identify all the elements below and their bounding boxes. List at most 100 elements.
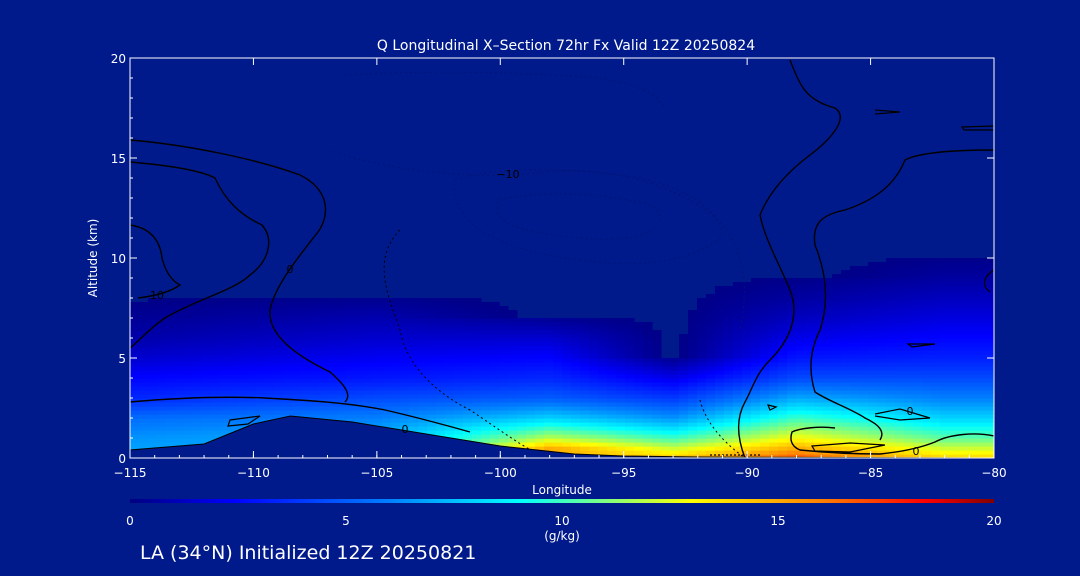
heat-cell (742, 386, 752, 391)
heat-cell (562, 386, 572, 391)
heat-cell (535, 386, 545, 391)
heat-cell (472, 362, 482, 367)
heat-cell (634, 342, 644, 347)
heat-cell (373, 338, 383, 343)
heat-cell (643, 422, 653, 427)
heat-cell (238, 366, 248, 371)
heat-cell (238, 362, 248, 367)
heat-cell (220, 314, 230, 319)
heat-cell (265, 346, 275, 351)
heat-cell (589, 362, 599, 367)
heat-cell (166, 334, 176, 339)
heat-cell (337, 350, 347, 355)
heat-cell (157, 430, 167, 435)
heat-cell (454, 386, 464, 391)
heat-cell (697, 450, 707, 455)
heat-cell (967, 430, 977, 435)
heat-cell (247, 330, 257, 335)
heat-cell (328, 346, 338, 351)
heat-cell (319, 350, 329, 355)
heat-cell (580, 322, 590, 327)
heat-cell (877, 366, 887, 371)
heat-cell (886, 414, 896, 419)
heat-cell (166, 438, 176, 443)
heat-cell (553, 334, 563, 339)
heat-cell (751, 418, 761, 423)
heat-cell (958, 454, 968, 458)
heat-cell (814, 394, 824, 399)
heat-cell (526, 334, 536, 339)
heat-cell (391, 350, 401, 355)
heat-cell (274, 374, 284, 379)
heat-cell (913, 446, 923, 451)
heat-cell (490, 398, 500, 403)
heat-cell (571, 318, 581, 323)
heat-cell (571, 338, 581, 343)
heat-cell (409, 330, 419, 335)
contour-label: 0 (907, 405, 914, 418)
heat-cell (661, 426, 671, 431)
heat-cell (796, 322, 806, 327)
heat-cell (814, 386, 824, 391)
heat-cell (850, 378, 860, 383)
heat-cell (967, 326, 977, 331)
heat-cell (940, 382, 950, 387)
heat-cell (895, 374, 905, 379)
heat-cell (499, 394, 509, 399)
heat-cell (643, 386, 653, 391)
heat-cell (418, 358, 428, 363)
heat-cell (319, 306, 329, 311)
heat-cell (697, 422, 707, 427)
heat-cell (886, 278, 896, 283)
heat-cell (193, 370, 203, 375)
heat-cell (310, 326, 320, 331)
heat-cell (310, 330, 320, 335)
heat-cell (238, 386, 248, 391)
heat-cell (202, 310, 212, 315)
heat-cell (454, 410, 464, 415)
heat-cell (625, 362, 635, 367)
heat-cell (373, 354, 383, 359)
heat-cell (400, 406, 410, 411)
heat-cell (463, 326, 473, 331)
heat-cell (139, 438, 149, 443)
heat-cell (652, 434, 662, 439)
heat-cell (904, 274, 914, 279)
heat-cell (229, 386, 239, 391)
heat-cell (436, 418, 446, 423)
heat-cell (256, 354, 266, 359)
heat-cell (877, 298, 887, 303)
heat-cell (319, 310, 329, 315)
heat-cell (526, 414, 536, 419)
heat-cell (742, 306, 752, 311)
heat-cell (535, 422, 545, 427)
heat-cell (832, 402, 842, 407)
heat-cell (274, 406, 284, 411)
heat-cell (895, 326, 905, 331)
heat-cell (949, 390, 959, 395)
heat-cell (661, 382, 671, 387)
heat-cell (445, 342, 455, 347)
heat-cell (391, 374, 401, 379)
heat-cell (958, 326, 968, 331)
heat-cell (688, 322, 698, 327)
heat-cell (472, 346, 482, 351)
heat-cell (940, 426, 950, 431)
heat-cell (985, 390, 994, 395)
heat-cell (850, 302, 860, 307)
heat-cell (130, 330, 140, 335)
heat-cell (742, 354, 752, 359)
heat-cell (886, 434, 896, 439)
heat-cell (256, 346, 266, 351)
heat-cell (760, 346, 770, 351)
heat-cell (805, 362, 815, 367)
heat-cell (463, 402, 473, 407)
heat-cell (895, 366, 905, 371)
heat-cell (949, 342, 959, 347)
heat-cell (607, 326, 617, 331)
heat-cell (544, 370, 554, 375)
heat-cell (400, 426, 410, 431)
heat-cell (706, 298, 716, 303)
heat-cell (544, 386, 554, 391)
